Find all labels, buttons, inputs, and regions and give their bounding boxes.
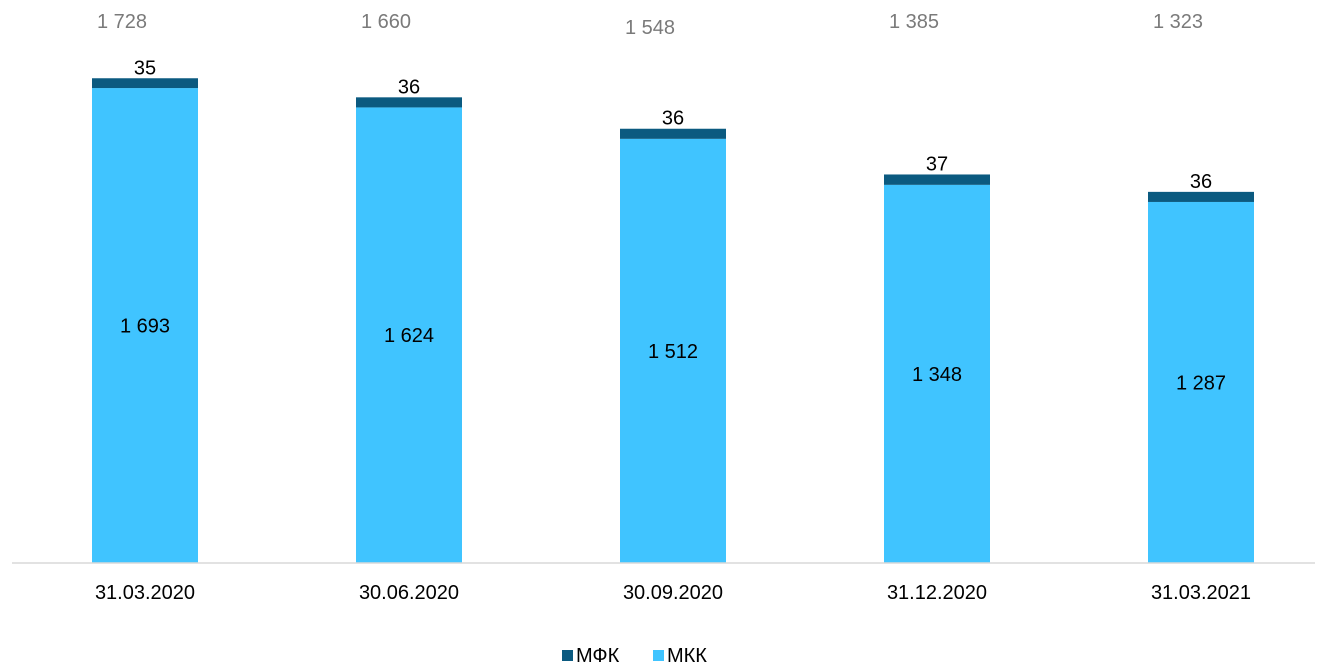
legend-swatch-1 (562, 650, 573, 661)
x-axis-ticks: 31.03.2020 30.06.2020 30.09.2020 31.12.2020… (95, 582, 1251, 604)
data-label-mkk-3: 1 348 (912, 364, 962, 386)
data-label-mfk-2: 36 (662, 108, 684, 130)
data-label-mfk-3: 37 (926, 153, 948, 175)
legend-label-0: МКК (667, 645, 707, 667)
data-label-mkk-0: 1 693 (120, 316, 170, 338)
bar-mfk-2 (620, 128, 726, 139)
x-tick-label-3: 31.12.2020 (887, 582, 987, 604)
data-label-mkk-2: 1 512 (648, 341, 698, 363)
bars-layer: 1 693 35 1 624 36 1 512 36 1 348 37 1 287 36 (92, 57, 1254, 564)
data-label-mfk-1: 36 (398, 76, 420, 98)
legend-swatch-0 (653, 650, 664, 661)
bar-mkk-1 (356, 107, 462, 563)
x-tick-label-0: 31.03.2020 (95, 582, 195, 604)
bar-mfk-0 (92, 78, 198, 89)
x-tick-label-1: 30.06.2020 (359, 582, 459, 604)
total-label-2: 1 548 (625, 17, 675, 39)
bar-mfk-4 (1148, 191, 1254, 202)
bar-mkk-4 (1148, 201, 1254, 563)
bar-mfk-3 (884, 174, 990, 185)
x-tick-label-2: 30.09.2020 (623, 582, 723, 604)
totals-layer: 1 728 1 660 1 548 1 385 1 323 (97, 11, 1203, 39)
data-label-mkk-4: 1 287 (1176, 372, 1226, 394)
legend: МФК МКК (562, 645, 707, 667)
x-tick-label-4: 31.03.2021 (1151, 582, 1251, 604)
total-label-0: 1 728 (97, 11, 147, 33)
data-label-mkk-1: 1 624 (384, 325, 434, 347)
bar-mkk-3 (884, 184, 990, 563)
total-label-1: 1 660 (361, 11, 411, 33)
bar-mkk-0 (92, 88, 198, 564)
bar-mfk-1 (356, 97, 462, 108)
legend-label-1: МФК (576, 645, 620, 667)
data-label-mfk-4: 36 (1190, 171, 1212, 193)
total-label-4: 1 323 (1153, 11, 1203, 33)
total-label-3: 1 385 (889, 11, 939, 33)
data-label-mfk-0: 35 (134, 57, 156, 79)
bar-mkk-2 (620, 138, 726, 563)
